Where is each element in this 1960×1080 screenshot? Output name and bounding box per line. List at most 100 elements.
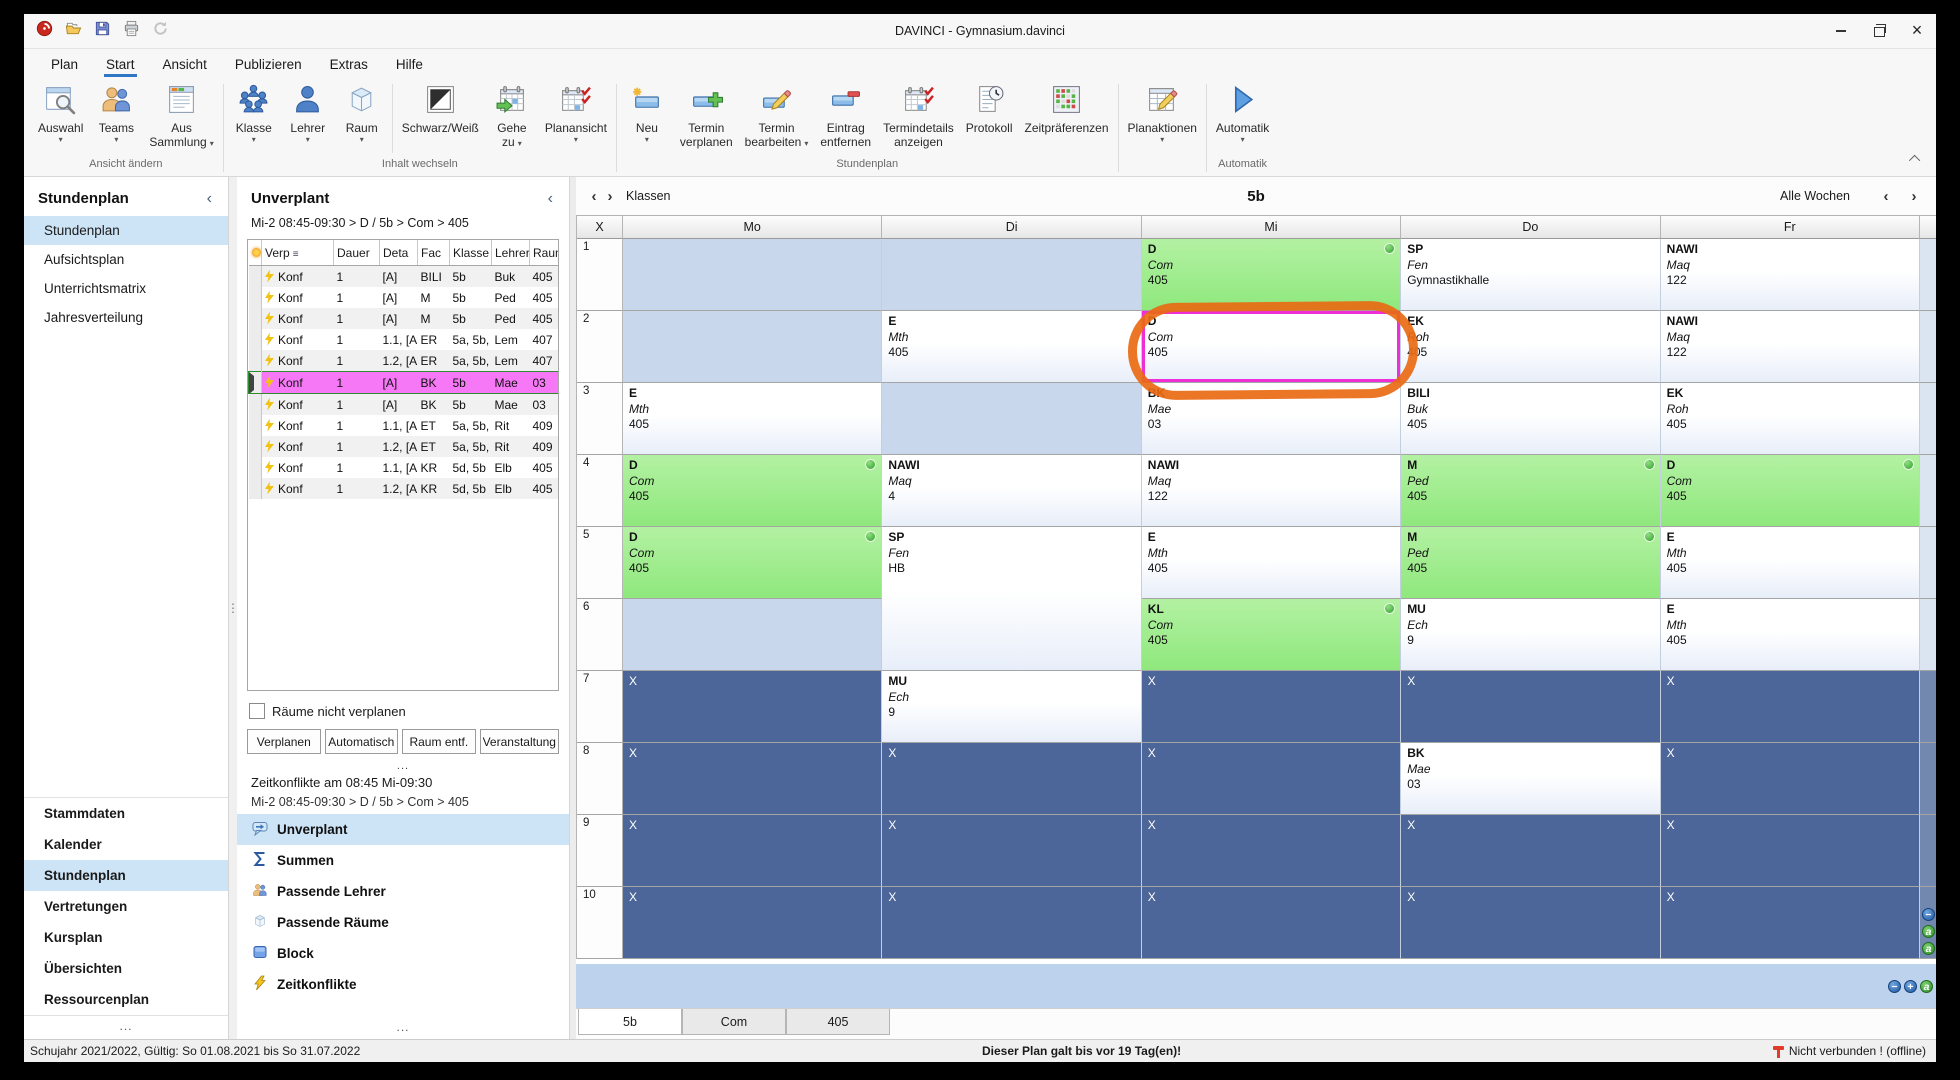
cell-fr-1[interactable]: NAWI Maq 122 [1660, 239, 1920, 311]
cell-di-1[interactable] [882, 239, 1142, 311]
sidebar-item-unterrichtsmatrix[interactable]: Unterrichtsmatrix [44, 281, 147, 296]
cell-do-9[interactable]: X [1401, 815, 1661, 887]
cell-mo-7[interactable]: X [623, 671, 883, 743]
table-row[interactable]: Konf 1 1.2, [A ET 5a, 5b, Rit 409 [248, 436, 558, 457]
view-summen[interactable]: Summen [237, 845, 569, 876]
menu-tab-hilfe[interactable]: Hilfe [395, 57, 423, 72]
view-passende-räume[interactable]: Passende Räume [237, 907, 569, 938]
unplanned-marker-header[interactable] [248, 240, 262, 266]
table-row[interactable]: Konf 1 1.1, [A ET 5a, 5b, Rit 409 [248, 415, 559, 436]
cell-fr-7[interactable]: X [1660, 671, 1920, 743]
table-row[interactable]: Konf 1 1.2, [A ER 5a, 5b, Lem 407 [248, 350, 558, 372]
automatik-button[interactable]: Automatik [1210, 80, 1275, 143]
page-tab-5b[interactable]: 5b [578, 1009, 682, 1035]
cell-do-2[interactable]: EK Roh 405 [1401, 311, 1661, 383]
sidebar-module-vertretungen[interactable]: Vertretungen [44, 899, 128, 914]
termindetails-anzeigen-button[interactable]: Termindetails anzeigen [877, 80, 960, 149]
week-selector[interactable]: Alle Wochen [1780, 189, 1850, 203]
column-header-raum[interactable]: Raum [529, 240, 558, 266]
cell-mi-10[interactable]: X [1141, 887, 1402, 959]
sidebar-module-ressourcenplan[interactable]: Ressourcenplan [44, 992, 150, 1007]
panel-more-button[interactable]: ... [396, 760, 410, 772]
sidebar-module-stammdaten[interactable]: Stammdaten [44, 806, 126, 821]
save-button[interactable] [91, 20, 113, 42]
cell-di-5[interactable]: SP Fen HB [882, 527, 1142, 671]
planaktionen-button[interactable]: Planaktionen [1122, 80, 1203, 143]
page-tab-405[interactable]: 405 [786, 1009, 890, 1035]
sidebar-module-übersichten[interactable]: Übersichten [44, 961, 123, 976]
cell-di-10[interactable]: X [882, 887, 1142, 959]
auto-fit-button[interactable] [1920, 979, 1933, 993]
cell-do-8[interactable]: BK Mae 03 [1401, 743, 1661, 815]
cell-fr-8[interactable]: X [1660, 743, 1920, 815]
column-header-fac[interactable]: Fac [417, 240, 450, 266]
auswahl-button[interactable]: Auswahl [32, 80, 89, 143]
cell-fr-5[interactable]: E Mth 405 [1660, 527, 1920, 599]
table-row[interactable]: Konf 1 1.1, [A KR 5d, 5b Elb 405 [248, 457, 559, 478]
cell-mi-8[interactable]: X [1141, 743, 1402, 815]
cell-do-1[interactable]: SP Fen Gymnastikhalle [1401, 239, 1661, 311]
cell-mo-4[interactable]: D Com 405 [623, 455, 883, 527]
cell-fr-3[interactable]: EK Roh 405 [1660, 383, 1920, 455]
raum-button[interactable]: Raum [335, 80, 389, 143]
collapse-sidebar-button[interactable] [203, 192, 216, 206]
table-row[interactable]: Konf 1 [A] BILI 5b Buk 405 [248, 265, 558, 287]
sidebar-more-button[interactable]: ... [24, 1015, 228, 1039]
column-header-lehrer[interactable]: Lehrer [491, 240, 530, 266]
cell-di-7[interactable]: MU Ech 9 [882, 671, 1142, 743]
table-row[interactable]: Konf 1 1.2, [A KR 5d, 5b Elb 405 [248, 478, 558, 499]
views-more-button[interactable]: ... [396, 1020, 410, 1034]
cell-fr-2[interactable]: NAWI Maq 122 [1660, 311, 1920, 383]
view-passende-lehrer[interactable]: Passende Lehrer [237, 876, 569, 907]
column-header-verp[interactable]: Verp [261, 240, 334, 266]
close-button[interactable] [1898, 17, 1936, 45]
termin-bearbeiten-button[interactable]: Termin bearbeiten [739, 80, 815, 149]
cell-mo-1[interactable] [623, 239, 883, 311]
zoom-out-button[interactable] [1888, 979, 1901, 993]
table-row[interactable]: Konf 1 [A] BK 5b Mae 03 [248, 371, 558, 394]
sidebar-module-kalender[interactable]: Kalender [44, 837, 102, 852]
fit-width-button[interactable] [1922, 925, 1935, 938]
klasse-button[interactable]: Klasse [227, 80, 281, 143]
table-row[interactable]: Konf 1 [A] BK 5b Mae 03 [248, 393, 558, 415]
cell-do-5[interactable]: M Ped 405 [1401, 527, 1661, 599]
cell-mi-4[interactable]: NAWI Maq 122 [1141, 455, 1402, 527]
protokoll-button[interactable]: Protokoll [960, 80, 1019, 136]
collapse-panel-button[interactable] [544, 192, 557, 206]
verplanen-button[interactable]: Verplanen [247, 729, 321, 754]
gehe-zu-button[interactable]: Gehe zu [485, 80, 539, 149]
veranstaltung-button[interactable]: Veranstaltung [479, 729, 559, 754]
davinci-app-button[interactable] [33, 20, 55, 42]
zoom-in-button[interactable] [1904, 979, 1917, 993]
prev-week-button[interactable] [1878, 188, 1894, 205]
neu-button[interactable]: Neu [620, 80, 674, 143]
open-file-button[interactable] [62, 20, 84, 42]
cell-do-7[interactable]: X [1401, 671, 1661, 743]
sidebar-item-stundenplan[interactable]: Stundenplan [24, 216, 228, 245]
column-header-klasse[interactable]: Klasse [449, 240, 492, 266]
view-unverplant[interactable]: Unverplant [237, 814, 569, 845]
cell-fr-4[interactable]: D Com 405 [1660, 455, 1920, 527]
cell-do-3[interactable]: BILI Buk 405 [1401, 383, 1661, 455]
cell-mo-9[interactable]: X [623, 815, 883, 887]
restore-button[interactable] [1860, 17, 1898, 45]
cell-do-6[interactable]: MU Ech 9 [1401, 599, 1661, 671]
automatisch-button[interactable]: Automatisch [324, 729, 399, 754]
collapse-ribbon-button[interactable] [1908, 152, 1924, 167]
table-row[interactable]: Konf 1 [A] M 5b Ped 405 [248, 287, 559, 308]
cell-fr-6[interactable]: E Mth 405 [1660, 599, 1920, 671]
menu-tab-publizieren[interactable]: Publizieren [234, 57, 302, 72]
cell-mi-5[interactable]: E Mth 405 [1141, 527, 1402, 599]
page-tab-com[interactable]: Com [682, 1009, 786, 1035]
cell-di-8[interactable]: X [882, 743, 1142, 815]
cell-di-4[interactable]: NAWI Maq 4 [882, 455, 1142, 527]
menu-tab-plan[interactable]: Plan [51, 57, 79, 72]
view-block[interactable]: Block [237, 938, 569, 969]
cell-mo-10[interactable]: X [623, 887, 883, 959]
sync-button[interactable] [149, 20, 171, 42]
view-zeitkonflikte[interactable]: Zeitkonflikte [237, 969, 569, 1000]
panel-splitter[interactable] [229, 177, 237, 1039]
planansicht-button[interactable]: Planansicht [539, 80, 613, 143]
cell-mo-6[interactable] [623, 599, 883, 671]
cell-mi-7[interactable]: X [1141, 671, 1402, 743]
